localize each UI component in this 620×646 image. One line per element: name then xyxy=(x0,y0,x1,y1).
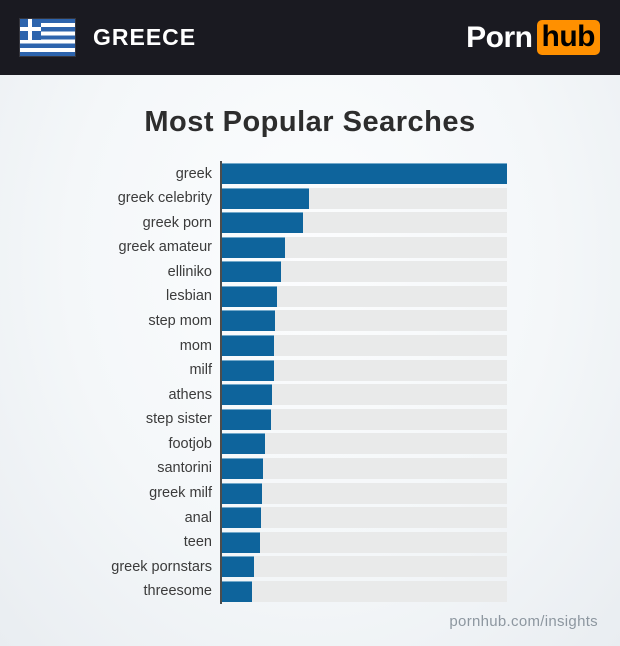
chart-row: greek amateur xyxy=(0,236,507,258)
bar-label: greek amateur xyxy=(118,239,213,256)
bar-track xyxy=(222,580,507,602)
chart-row: mom xyxy=(0,335,507,357)
chart-row: santorini xyxy=(0,457,507,479)
bar-label: athens xyxy=(168,386,212,403)
logo-text-hub: hub xyxy=(536,20,600,55)
bar-track xyxy=(222,531,507,553)
bar-label: step mom xyxy=(148,312,212,329)
bar xyxy=(222,285,277,307)
bar-track xyxy=(222,261,507,283)
chart-row: greek milf xyxy=(0,482,507,504)
bar xyxy=(222,310,275,332)
bar-track xyxy=(222,335,507,357)
page-title: Most Popular Searches xyxy=(144,106,476,138)
bar-label: mom xyxy=(179,337,212,354)
bar-label: step sister xyxy=(145,411,212,428)
bar xyxy=(222,236,285,258)
bar-label: greek porn xyxy=(142,214,212,231)
bar-track xyxy=(222,507,507,529)
bar-chart: greek greek celebrity greek porn greek amat… xyxy=(0,161,507,604)
bar xyxy=(222,384,272,406)
chart-rows: greek greek celebrity greek porn greek amat… xyxy=(0,163,507,602)
greece-flag-icon xyxy=(20,19,75,56)
chart-row: greek pornstars xyxy=(0,556,507,578)
logo-text-porn: Porn xyxy=(466,20,533,54)
bar xyxy=(222,556,254,578)
pornhub-logo: Porn hub xyxy=(466,20,600,55)
bar-track xyxy=(222,359,507,381)
bar-track xyxy=(222,310,507,332)
bar-label: elliniko xyxy=(167,263,212,280)
bar-label: greek milf xyxy=(149,485,212,502)
bar-track xyxy=(222,187,507,209)
bar-track xyxy=(222,384,507,406)
bar xyxy=(222,408,272,430)
bar-label: lesbian xyxy=(166,288,212,305)
chart-axis-line xyxy=(220,161,222,604)
bar xyxy=(222,457,264,479)
bar-label: greek xyxy=(175,165,212,182)
chart-row: step mom xyxy=(0,310,507,332)
bar xyxy=(222,482,262,504)
bar-label: greek celebrity xyxy=(117,190,212,207)
bar-track xyxy=(222,457,507,479)
bar-track xyxy=(222,236,507,258)
bar-track xyxy=(222,285,507,307)
bar xyxy=(222,335,274,357)
chart-row: greek celebrity xyxy=(0,187,507,209)
bar-label: teen xyxy=(183,534,212,551)
header-bar: GREECE Porn hub xyxy=(0,0,620,75)
bar-track xyxy=(222,433,507,455)
bar-track xyxy=(222,408,507,430)
chart-row: lesbian xyxy=(0,285,507,307)
bar xyxy=(222,433,266,455)
flag-cross xyxy=(20,27,41,32)
chart-row: threesome xyxy=(0,580,507,602)
bar xyxy=(222,261,281,283)
chart-row: footjob xyxy=(0,433,507,455)
bar-label: milf xyxy=(189,362,212,379)
chart-row: athens xyxy=(0,384,507,406)
bar xyxy=(222,163,507,184)
bar-track xyxy=(222,163,507,184)
bar xyxy=(222,212,303,234)
chart-row: step sister xyxy=(0,408,507,430)
chart-row: greek xyxy=(0,163,507,184)
bar-track xyxy=(222,482,507,504)
bar xyxy=(222,531,260,553)
bar-label: footjob xyxy=(168,435,212,452)
bar-label: threesome xyxy=(143,583,212,600)
chart-row: teen xyxy=(0,531,507,553)
bar xyxy=(222,580,252,602)
chart-row: greek porn xyxy=(0,212,507,234)
bar-label: anal xyxy=(184,509,212,526)
bar xyxy=(222,359,274,381)
chart-row: milf xyxy=(0,359,507,381)
bar xyxy=(222,187,309,209)
bar-track xyxy=(222,556,507,578)
country-label: GREECE xyxy=(93,24,197,50)
chart-row: anal xyxy=(0,507,507,529)
bar-track xyxy=(222,212,507,234)
chart-row: elliniko xyxy=(0,261,507,283)
bar-label: greek pornstars xyxy=(111,558,212,575)
bar xyxy=(222,507,262,529)
bar-label: santorini xyxy=(157,460,212,477)
footer-url: pornhub.com/insights xyxy=(449,613,598,630)
